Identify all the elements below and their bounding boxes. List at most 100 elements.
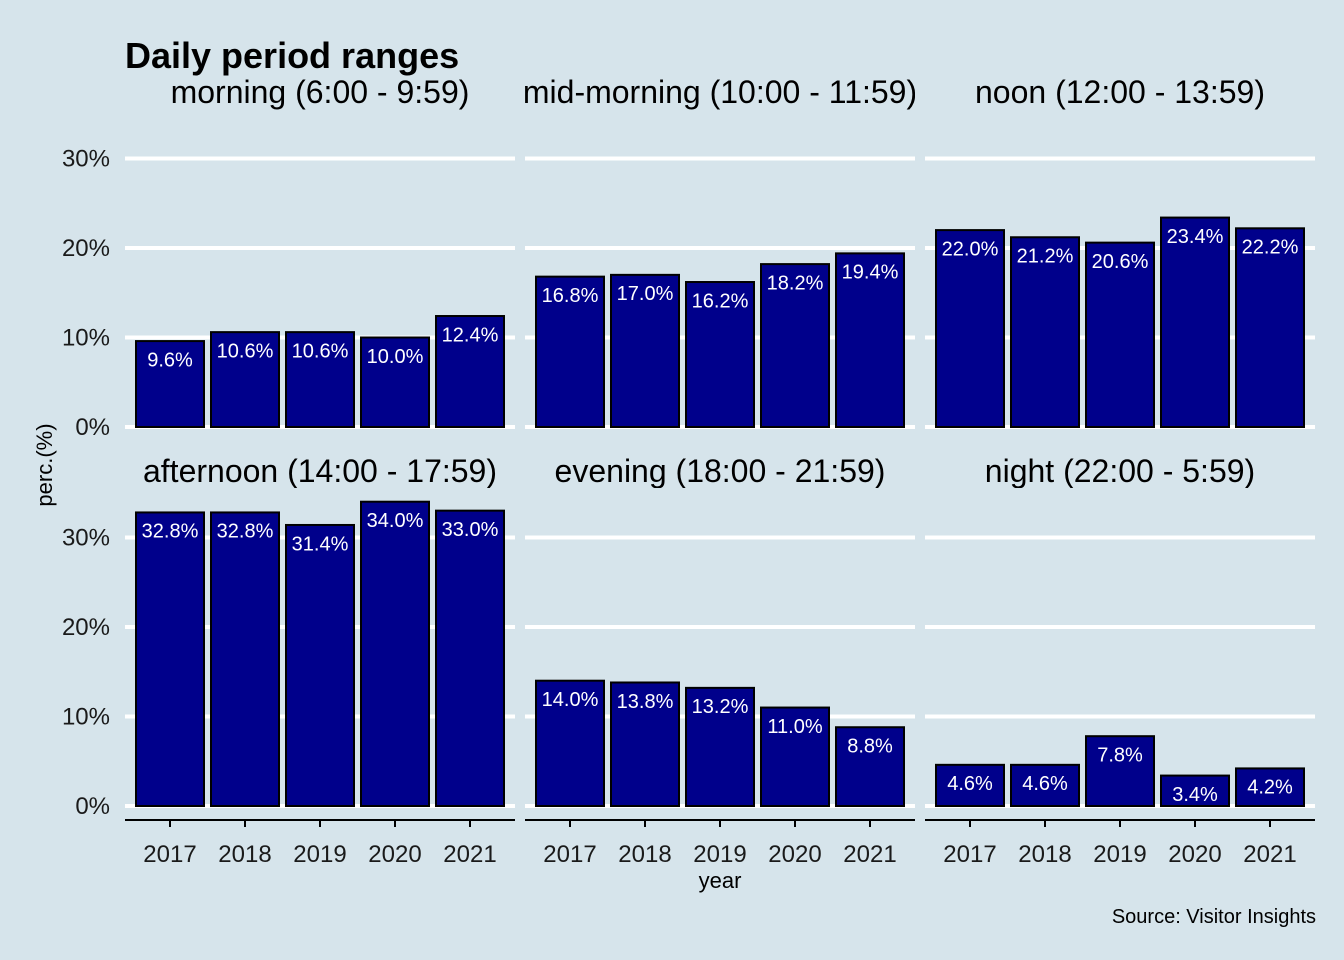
bar [1085, 241, 1155, 428]
bar [1085, 735, 1155, 807]
panel: 0% 10% 20% 30% afternoon (14:00 - 17:59) 32.8… [62, 453, 515, 868]
bar [1235, 767, 1305, 807]
y-tick-label: 10% [62, 704, 110, 731]
bar [1010, 763, 1080, 808]
x-tick-label: 2017 [943, 841, 996, 868]
x-tick-label: 2017 [143, 841, 196, 868]
bar-data-label: 16.8% [542, 285, 599, 307]
y-tick-label: 30% [62, 525, 110, 552]
bar [1010, 236, 1080, 428]
x-tick-label: 2017 [543, 841, 596, 868]
y-tick-label: 30% [62, 146, 110, 173]
bar-data-label: 12.4% [442, 324, 499, 346]
x-tick-label: 2021 [443, 841, 496, 868]
facet-strip-label: night (22:00 - 5:59) [985, 453, 1255, 489]
bar [535, 679, 605, 808]
bar-data-label: 20.6% [1092, 251, 1149, 273]
bar-data-label: 9.6% [147, 349, 193, 371]
bar-data-label: 22.0% [942, 238, 999, 260]
bar-data-label: 13.2% [692, 696, 749, 718]
bar [535, 275, 605, 429]
facet-strip-label: afternoon (14:00 - 17:59) [143, 453, 497, 489]
bar-data-label: 10.6% [217, 340, 274, 362]
bar-data-label: 32.8% [217, 521, 274, 543]
bar [435, 315, 505, 428]
bar-data-label: 33.0% [442, 519, 499, 541]
y-axis-label: perc.(%) [32, 423, 57, 506]
bar [760, 263, 830, 428]
x-tick-label: 2019 [293, 841, 346, 868]
bar [610, 273, 680, 428]
bar-data-label: 10.0% [367, 346, 424, 368]
x-tick-label: 2020 [368, 841, 421, 868]
bar [1160, 216, 1230, 428]
facet-strip-label: morning (6:00 - 9:59) [171, 74, 470, 110]
bar [1235, 227, 1305, 428]
bar-data-label: 32.8% [142, 521, 199, 543]
bar [760, 706, 830, 807]
x-tick-label: 2020 [768, 841, 821, 868]
bar-data-label: 4.6% [947, 773, 993, 795]
bar [935, 229, 1005, 428]
bar [1160, 774, 1230, 808]
bar-data-label: 16.2% [692, 290, 749, 312]
bar-data-label: 7.8% [1097, 744, 1143, 766]
x-tick-label: 2021 [1243, 841, 1296, 868]
bar-data-label: 14.0% [542, 689, 599, 711]
bar [935, 763, 1005, 808]
x-tick-label: 2021 [843, 841, 896, 868]
x-tick-label: 2018 [1018, 841, 1071, 868]
facet-strip-label: mid-morning (10:00 - 11:59) [523, 74, 917, 110]
y-tick-label: 0% [75, 414, 110, 441]
bar-data-label: 8.8% [847, 736, 893, 758]
bar-data-label: 11.0% [767, 716, 822, 738]
bar-data-label: 34.0% [367, 510, 424, 532]
bar-data-label: 18.2% [767, 272, 824, 294]
bar [685, 686, 755, 807]
x-tick-label: 2018 [618, 841, 671, 868]
bar [685, 281, 755, 429]
bar [610, 681, 680, 807]
bar [360, 336, 430, 428]
panel: evening (18:00 - 21:59) 14.0% 13.8% 13.2% 11… [525, 453, 915, 868]
bar [135, 511, 205, 807]
x-tick-label: 2019 [1093, 841, 1146, 868]
bar-data-label: 21.2% [1017, 246, 1074, 268]
bar-data-label: 10.6% [292, 340, 349, 362]
x-tick-label: 2018 [218, 841, 271, 868]
bar-data-label: 4.6% [1022, 773, 1068, 795]
bar-data-label: 22.2% [1242, 237, 1299, 259]
panel: 0% 10% 20% 30% morning (6:00 - 9:59) 9.6% 10.6… [62, 74, 515, 441]
bar [210, 511, 280, 807]
bar [835, 252, 905, 428]
y-tick-label: 10% [62, 325, 110, 352]
facet-strip-label: evening (18:00 - 21:59) [555, 453, 886, 489]
facet-strip-label: noon (12:00 - 13:59) [975, 74, 1265, 110]
bar-data-label: 17.0% [617, 283, 674, 305]
bar-data-label: 4.2% [1247, 777, 1293, 799]
panel: night (22:00 - 5:59) 4.6% 4.6% 7.8% 3.4% 4.2%… [925, 453, 1315, 868]
x-axis-label: year [699, 868, 742, 893]
y-tick-label: 20% [62, 235, 110, 262]
panel: mid-morning (10:00 - 11:59) 16.8% 17.0% 16.… [523, 74, 917, 429]
y-tick-label: 0% [75, 793, 110, 820]
bar-data-label: 13.8% [617, 691, 674, 713]
bar [435, 509, 505, 807]
y-tick-label: 20% [62, 614, 110, 641]
x-tick-label: 2019 [693, 841, 746, 868]
bar [210, 331, 280, 429]
x-tick-label: 2020 [1168, 841, 1221, 868]
bar-data-label: 3.4% [1172, 784, 1218, 806]
bar-data-label: 19.4% [842, 262, 899, 284]
source-caption: Source: Visitor Insights [1112, 906, 1316, 928]
bar-data-label: 31.4% [292, 533, 349, 555]
panel: noon (12:00 - 13:59) 22.0% 21.2% 20.6% 23.4%… [925, 74, 1315, 429]
bar [135, 340, 205, 428]
plot-area: 0% 10% 20% 30% morning (6:00 - 9:59) 9.6% 10.6… [62, 74, 1315, 868]
bar [835, 726, 905, 807]
bar [285, 523, 355, 807]
bar [285, 331, 355, 429]
bar [360, 500, 430, 807]
chart-title: Daily period ranges [125, 35, 459, 76]
